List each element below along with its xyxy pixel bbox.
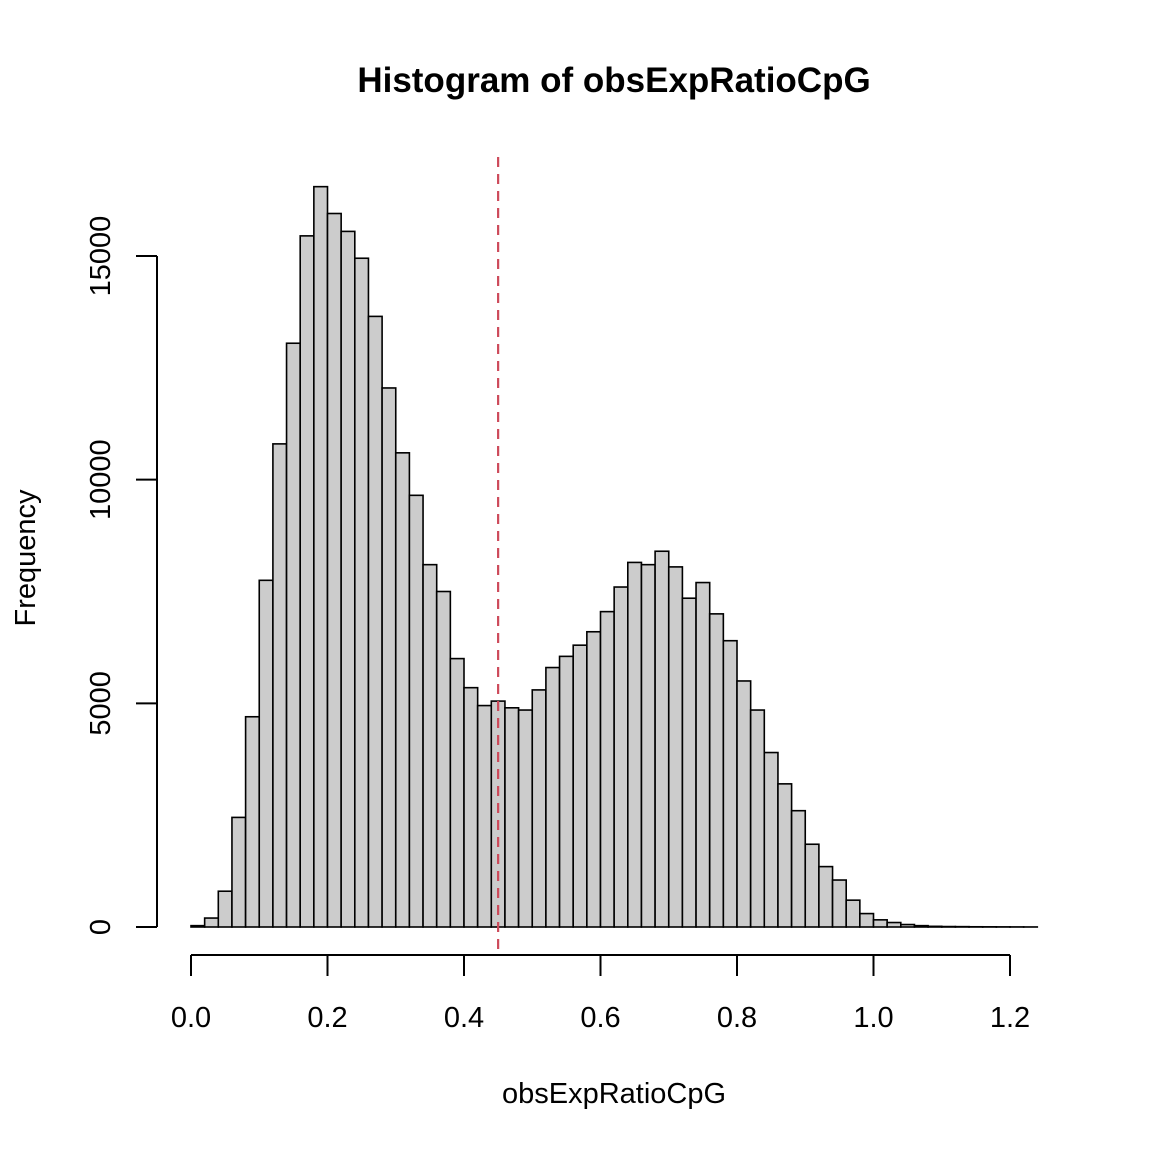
- histogram-bar: [736, 680, 752, 928]
- histogram-bar: [435, 590, 452, 928]
- histogram-bar: [586, 630, 602, 928]
- histogram-bar: [367, 315, 383, 928]
- histogram-bar: [804, 843, 820, 928]
- histogram-bar: [272, 443, 288, 928]
- histogram-bar: [790, 809, 807, 928]
- histogram-bar: [845, 899, 861, 928]
- histogram-bar: [818, 865, 834, 928]
- histogram-bars: [190, 185, 1039, 928]
- histogram-bar: [217, 890, 233, 928]
- histogram-bar: [722, 639, 738, 928]
- histogram-bar: [899, 923, 916, 928]
- histogram-bar: [558, 655, 574, 928]
- histogram-bar: [681, 597, 697, 928]
- histogram-bar: [531, 689, 547, 928]
- x-tick-label: 0.2: [307, 1002, 347, 1034]
- histogram-bar: [913, 924, 929, 928]
- histogram-bar: [340, 230, 356, 928]
- y-tick-label: 15000: [85, 216, 117, 297]
- histogram-bar: [859, 912, 875, 928]
- histogram-bar: [299, 235, 315, 928]
- x-tick-label: 0.8: [717, 1002, 757, 1034]
- histogram-bar: [517, 709, 534, 928]
- histogram-bar: [572, 644, 588, 928]
- histogram-bar: [313, 185, 329, 928]
- histogram-bar: [640, 563, 656, 928]
- histogram-bar: [749, 709, 766, 928]
- histogram-bar: [476, 704, 493, 928]
- x-tick-label: 0.6: [580, 1002, 620, 1034]
- histogram-bar: [872, 919, 888, 928]
- histogram-bar: [394, 452, 411, 928]
- histogram-bar: [613, 586, 629, 928]
- x-axis-label: obsExpRatioCpG: [502, 1078, 726, 1110]
- histogram-bar: [626, 561, 643, 928]
- histogram-bar: [190, 924, 206, 928]
- histogram-bar: [545, 666, 561, 928]
- histogram-bar: [244, 715, 261, 928]
- y-axis: 0 5000 10000 15000: [85, 216, 158, 935]
- x-tick-label: 1.2: [990, 1002, 1030, 1034]
- histogram-bar: [695, 581, 711, 928]
- x-axis: 0.0 0.2 0.4 0.6 0.8 1.0 1.2: [171, 954, 1030, 1034]
- x-tick-label: 0.0: [171, 1002, 211, 1034]
- histogram-bar: [599, 610, 615, 928]
- histogram-bar: [285, 342, 301, 928]
- y-axis-label: Frequency: [10, 489, 42, 627]
- histogram-bar: [422, 563, 438, 928]
- histogram-bar: [231, 816, 247, 928]
- y-tick-label: 0: [85, 919, 117, 935]
- y-tick-label: 5000: [85, 671, 117, 736]
- histogram-bar: [654, 550, 670, 928]
- x-tick-label: 1.0: [853, 1002, 893, 1034]
- histogram-bar: [326, 212, 342, 928]
- histogram-bar: [449, 657, 465, 928]
- histogram-bar: [708, 613, 725, 928]
- y-tick-label: 10000: [85, 439, 117, 520]
- histogram-bar: [408, 494, 424, 928]
- histogram-bar: [463, 686, 479, 928]
- histogram-bar: [927, 925, 943, 928]
- histogram-bar: [353, 257, 370, 928]
- histogram-bar: [258, 579, 274, 928]
- chart-title: Histogram of obsExpRatioCpG: [357, 61, 870, 100]
- histogram-bar: [203, 917, 220, 928]
- histogram-bar: [777, 783, 793, 928]
- histogram-bar: [763, 751, 779, 928]
- histogram-bar: [667, 566, 684, 928]
- histogram-bar: [886, 921, 902, 928]
- histogram-bar: [504, 707, 520, 928]
- histogram-bar: [831, 879, 847, 928]
- x-tick-label: 0.4: [444, 1002, 484, 1034]
- histogram-bar: [381, 387, 397, 928]
